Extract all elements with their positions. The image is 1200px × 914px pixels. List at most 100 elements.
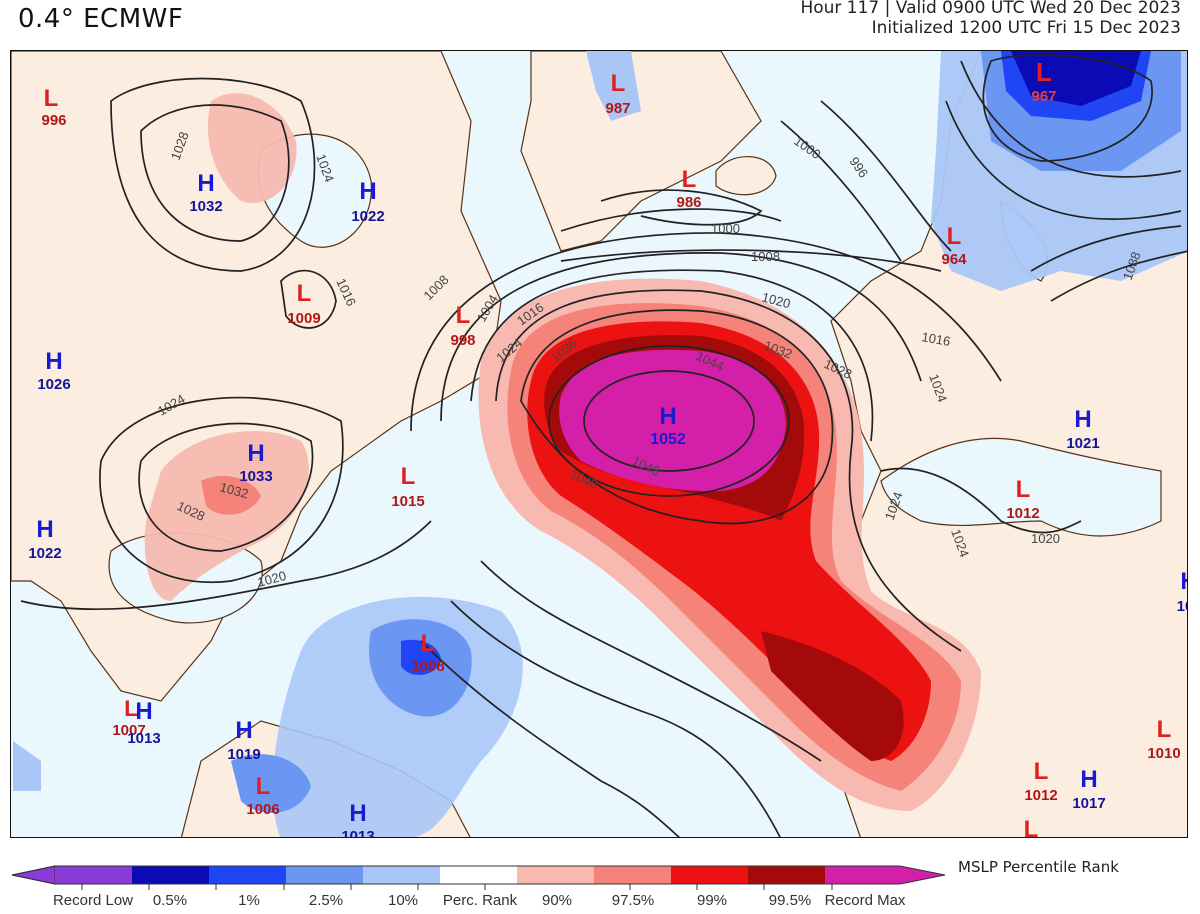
tick-label: Record Max: [824, 892, 906, 909]
tick-label: Perc. Rank: [442, 892, 518, 909]
low-center: L 1010: [1147, 716, 1180, 762]
svg-text:L: L: [1034, 758, 1049, 785]
svg-text:L: L: [1016, 476, 1031, 503]
mslp-percentile-map[interactable]: 1028 1024 1016 1008 1004 1016 1024 1000 …: [10, 50, 1188, 838]
svg-text:1008: 1008: [751, 249, 780, 264]
svg-text:1012: 1012: [1006, 505, 1039, 522]
svg-text:1033: 1033: [239, 468, 272, 485]
svg-text:1000: 1000: [711, 221, 740, 236]
svg-text:L: L: [401, 463, 416, 490]
tick-label: 1%: [238, 892, 260, 909]
map-canvas: 1028 1024 1016 1008 1004 1016 1024 1000 …: [11, 51, 1188, 838]
svg-text:1032: 1032: [218, 479, 250, 501]
svg-text:986: 986: [676, 194, 701, 211]
isobars: [20, 54, 1187, 837]
svg-text:L: L: [256, 773, 271, 800]
svg-text:1021: 1021: [1066, 435, 1099, 452]
svg-text:H: H: [247, 440, 264, 467]
tick-label: 97.5%: [611, 892, 655, 909]
svg-text:H: H: [349, 800, 366, 827]
svg-text:H: H: [197, 170, 214, 197]
svg-text:1016: 1016: [920, 329, 951, 349]
anomaly-us-southeast: [144, 431, 309, 601]
svg-text:1019: 1019: [227, 746, 260, 763]
init-time: Initialized 1200 UTC Fri 15 Dec 2023: [871, 18, 1181, 38]
svg-text:1022: 1022: [28, 545, 61, 562]
land-greenland: [520, 51, 762, 252]
tick-label: 0.5%: [152, 892, 188, 909]
low-center: L 1009: [287, 280, 320, 327]
svg-text:1022: 1022: [351, 208, 384, 225]
svg-text:H: H: [659, 403, 676, 430]
svg-text:L: L: [456, 302, 471, 329]
svg-text:10: 10: [1177, 598, 1188, 615]
svg-text:H: H: [1074, 406, 1091, 433]
svg-text:1020: 1020: [256, 568, 288, 590]
svg-text:H: H: [235, 717, 252, 744]
svg-text:L: L: [1157, 716, 1172, 743]
svg-text:1026: 1026: [37, 376, 70, 393]
model-title: 0.4° ECMWF: [18, 4, 184, 34]
svg-text:H: H: [135, 698, 152, 725]
svg-text:H: H: [359, 178, 376, 205]
svg-text:1006: 1006: [246, 801, 279, 818]
land-iceland: [715, 156, 777, 196]
mediterranean-sea: [880, 437, 1162, 537]
tick-label: 90%: [541, 892, 573, 909]
svg-text:987: 987: [605, 100, 630, 117]
svg-text:1009: 1009: [287, 310, 320, 327]
low-center: L 1015: [391, 463, 424, 510]
tick-label: 10%: [387, 892, 419, 909]
high-center: H 1022: [351, 178, 384, 225]
tick-label: Record Low: [52, 892, 134, 909]
svg-text:L: L: [682, 166, 697, 193]
run-info: Hour 117 | Valid 0900 UTC Wed 20 Dec 202…: [800, 0, 1181, 38]
low-center: L 1012: [1006, 476, 1039, 522]
svg-text:1052: 1052: [650, 431, 686, 448]
high-center: H 1022: [28, 516, 61, 562]
tick-label: 99%: [696, 892, 728, 909]
svg-text:1032: 1032: [189, 198, 222, 215]
svg-text:964: 964: [941, 251, 967, 268]
svg-text:1013: 1013: [341, 828, 374, 838]
svg-text:996: 996: [41, 112, 66, 129]
colorbar-title: MSLP Percentile Rank: [958, 858, 1119, 876]
svg-text:L: L: [947, 223, 962, 250]
high-center: H 1021: [1066, 406, 1099, 452]
svg-text:L: L: [124, 696, 137, 721]
svg-text:H: H: [45, 348, 62, 375]
svg-text:L: L: [421, 630, 436, 657]
low-center: L 1012: [1024, 758, 1057, 804]
svg-text:H: H: [36, 516, 53, 543]
high-center: H 10: [1177, 568, 1188, 615]
svg-text:1012: 1012: [1024, 787, 1057, 804]
svg-text:H: H: [1080, 766, 1097, 793]
svg-text:1010: 1010: [1147, 745, 1180, 762]
svg-text:1017: 1017: [1072, 795, 1105, 812]
svg-text:1020: 1020: [760, 289, 792, 311]
low-center: L: [1024, 816, 1039, 837]
svg-text:L: L: [611, 70, 626, 97]
valid-time: Hour 117 | Valid 0900 UTC Wed 20 Dec 202…: [800, 0, 1181, 18]
tick-label: 2.5%: [308, 892, 344, 909]
svg-text:L: L: [44, 85, 59, 112]
high-center: H 1017: [1072, 766, 1105, 812]
svg-text:1020: 1020: [1031, 531, 1060, 546]
svg-text:967: 967: [1031, 88, 1056, 105]
anomaly-greenland-low: [586, 51, 641, 121]
svg-text:L: L: [297, 280, 312, 307]
tick-label: 99.5%: [768, 892, 812, 909]
